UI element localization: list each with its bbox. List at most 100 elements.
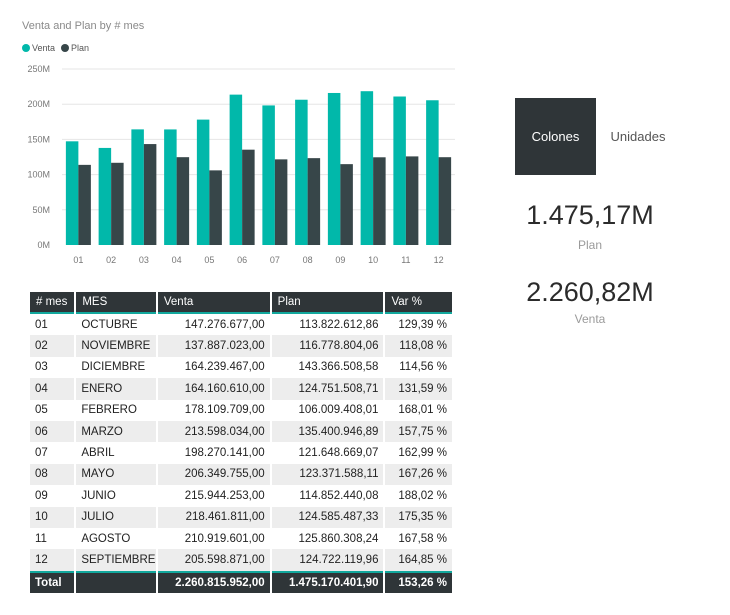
row-mes-num: 12	[30, 549, 75, 571]
total-var: 153,26 %	[385, 570, 452, 593]
venta-card-label: Venta	[574, 312, 606, 326]
row-mes: AGOSTO	[81, 532, 131, 545]
row-var: 114,56 %	[399, 361, 447, 374]
total-plan: 1.475.170.401,90	[271, 570, 384, 593]
bar-plan-04	[176, 157, 190, 245]
row-mes: NOVIEMBRE	[76, 335, 156, 357]
legend-item-plan[interactable]: Plan	[61, 43, 89, 53]
plan-card-label: Plan	[577, 238, 603, 252]
header-mes-num[interactable]: # mes	[30, 292, 75, 314]
row-mes: ENERO	[76, 378, 156, 400]
bar-plan-02	[111, 162, 124, 245]
row-mes: JUNIO	[81, 489, 116, 502]
total-venta: 2.260.815.952,00	[157, 570, 270, 593]
row-var: 167,26 %	[385, 463, 452, 486]
chart-legend: Venta Plan	[22, 43, 95, 53]
y-tick-label: 100M	[27, 170, 50, 180]
y-tick-label: 50M	[32, 205, 50, 215]
x-tick-label: 11	[401, 255, 410, 265]
row-mes: DICIEMBRE	[81, 361, 146, 374]
x-tick-label: 01	[73, 255, 83, 265]
bar-plan-10	[373, 157, 386, 245]
table-row[interactable]: 10 JULIO 218.461.811,00 124.585.487,33 175,3…	[30, 506, 452, 528]
table-row[interactable]: 09 JUNIO 215.944.253,00 114.852.440,08 188,0…	[30, 485, 452, 506]
table-row[interactable]: 11 AGOSTO 210.919.601,00 125.860.308,24 167,…	[30, 528, 452, 549]
row-venta: 137.887.023,00	[157, 335, 270, 357]
row-mes-num: 05	[35, 404, 48, 417]
colones-button[interactable]: Colones	[515, 98, 596, 175]
row-plan: 121.648.669,07	[298, 447, 379, 460]
row-mes-num: 03	[35, 361, 48, 374]
venta-card-value: 2.260,82M	[526, 277, 654, 307]
bar-venta-12	[426, 100, 439, 245]
x-tick-label: 10	[368, 255, 378, 265]
bar-plan-01	[78, 164, 91, 245]
row-var: 175,35 %	[385, 506, 452, 528]
row-mes: OCTUBRE	[81, 318, 138, 331]
header-plan[interactable]: Plan	[271, 292, 384, 314]
row-var: 188,02 %	[398, 489, 447, 502]
bar-venta-01	[65, 141, 79, 245]
table-row[interactable]: 06 MARZO 213.598.034,00 135.400.946,89 157,7…	[30, 420, 452, 443]
bar-plan-09	[340, 164, 353, 245]
row-venta: 205.598.871,00	[157, 549, 270, 571]
x-tick-label: 09	[335, 255, 345, 265]
total-label: Total	[30, 570, 75, 593]
table-row[interactable]: 08 MAYO 206.349.755,00 123.371.588,11 167,26…	[30, 463, 452, 486]
row-var: 162,99 %	[398, 447, 447, 460]
row-plan: 135.400.946,89	[271, 420, 384, 443]
bar-plan-03	[143, 144, 157, 245]
bar-venta-05	[196, 119, 210, 245]
bar-plan-08	[307, 158, 321, 245]
row-venta: 215.944.253,00	[184, 489, 265, 502]
chart-title: Venta and Plan by # mes	[22, 20, 145, 32]
row-venta: 178.109.709,00	[184, 404, 265, 417]
bar-venta-10	[360, 91, 374, 245]
legend-label-plan: Plan	[71, 43, 90, 53]
row-var: 164,85 %	[385, 549, 452, 571]
row-plan: 116.778.804,06	[271, 335, 384, 357]
table-row[interactable]: 12 SEPTIEMBRE 205.598.871,00 124.722.119,96…	[30, 549, 452, 571]
table-row[interactable]: 02 NOVIEMBRE 137.887.023,00 116.778.804,06 1…	[30, 335, 452, 357]
unidades-button[interactable]: Unidades	[610, 129, 666, 144]
legend-dot-venta	[22, 44, 30, 52]
row-venta: 218.461.811,00	[157, 506, 270, 528]
bar-venta-04	[164, 129, 177, 245]
total-row: Total 2.260.815.952,00 1.475.170.401,90 …	[30, 570, 452, 593]
x-tick-label: 08	[303, 255, 313, 265]
row-plan: 125.860.308,24	[298, 532, 379, 545]
bar-plan-06	[242, 149, 255, 245]
x-tick-label: 04	[172, 255, 182, 265]
header-mes[interactable]: MES	[76, 292, 156, 314]
legend-label-venta: Venta	[32, 43, 56, 53]
row-venta: 164.239.467,00	[184, 361, 265, 374]
table-row[interactable]: 01 OCTUBRE 147.276.677,00 113.822.612,86 129…	[30, 314, 452, 335]
legend-item-venta[interactable]: Venta	[22, 43, 55, 53]
y-tick-label: 200M	[27, 99, 50, 109]
row-var: 129,39 %	[398, 318, 447, 331]
plan-card-value: 1.475,17M	[526, 200, 654, 230]
row-mes-num: 01	[35, 318, 48, 331]
y-tick-label: 0M	[37, 240, 50, 250]
table-row[interactable]: 03 DICIEMBRE 164.239.467,00 143.366.508,58 1…	[30, 357, 452, 378]
bar-plan-07	[274, 159, 288, 245]
row-venta: 206.349.755,00	[157, 463, 270, 486]
x-tick-label: 06	[237, 255, 247, 265]
row-plan: 123.371.588,11	[271, 463, 384, 486]
row-plan: 124.585.487,33	[271, 506, 384, 528]
table-row[interactable]: 04 ENERO 164.160.610,00 124.751.508,71 131,5…	[30, 378, 452, 400]
y-tick-label: 250M	[27, 64, 50, 74]
row-plan: 124.751.508,71	[271, 378, 384, 400]
row-plan: 114.852.440,08	[299, 489, 379, 502]
header-venta[interactable]: Venta	[157, 292, 270, 314]
table-row[interactable]: 05 FEBRERO 178.109.709,00 106.009.408,01 168…	[30, 400, 452, 421]
row-var: 118,08 %	[385, 335, 452, 357]
row-plan: 143.366.508,58	[298, 361, 379, 374]
table-row[interactable]: 07 ABRIL 198.270.141,00 121.648.669,07 162,9…	[30, 442, 452, 463]
bar-venta-11	[393, 96, 406, 245]
header-var[interactable]: Var %	[385, 292, 452, 314]
legend-dot-plan	[61, 44, 70, 52]
row-mes-num: 07	[35, 447, 48, 460]
row-var: 131,59 %	[385, 378, 452, 400]
row-mes-num: 04	[30, 378, 75, 400]
